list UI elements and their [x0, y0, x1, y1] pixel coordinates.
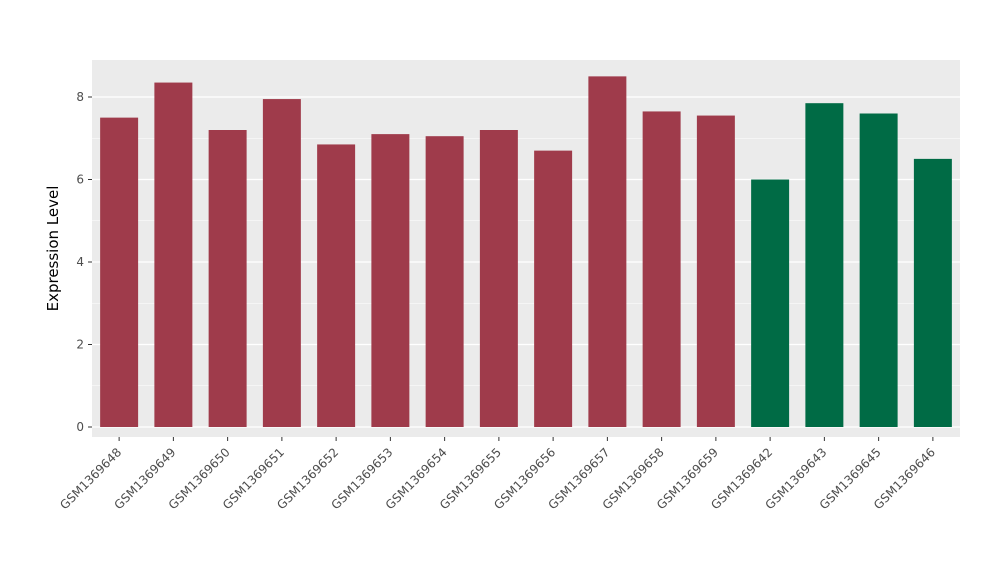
bar — [805, 103, 844, 427]
bar — [262, 99, 301, 427]
bar — [371, 134, 410, 427]
bar — [696, 115, 735, 427]
bar — [100, 117, 139, 427]
y-tick-label: 0 — [76, 420, 84, 434]
bar — [425, 136, 464, 427]
bar — [479, 130, 518, 427]
bar — [642, 111, 681, 427]
bar — [859, 113, 898, 427]
y-tick-label: 8 — [76, 90, 84, 104]
bar — [751, 179, 790, 427]
bar — [913, 158, 952, 427]
y-axis-title: Expression Level — [44, 186, 62, 312]
y-tick-label: 2 — [76, 338, 84, 352]
y-tick-label: 4 — [76, 255, 84, 269]
bar — [154, 82, 193, 427]
bar — [588, 76, 627, 427]
bar — [208, 130, 247, 427]
bar — [317, 144, 356, 427]
y-tick-label: 6 — [76, 173, 84, 187]
bar — [534, 150, 573, 427]
